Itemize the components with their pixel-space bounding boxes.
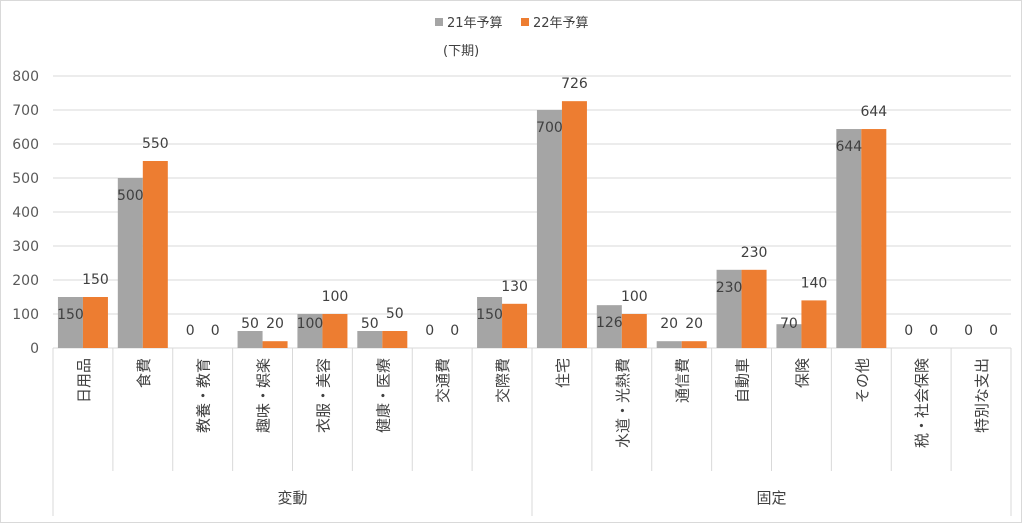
data-label-22: 20 — [685, 316, 703, 332]
data-label-22: 140 — [801, 275, 828, 291]
bar-21 — [297, 314, 323, 348]
data-label-21: 0 — [964, 323, 973, 339]
bar-22 — [382, 331, 408, 348]
bar-21 — [357, 331, 383, 348]
category-label: 交通費 — [434, 358, 452, 403]
data-label-22: 100 — [621, 289, 648, 305]
data-label-22: 0 — [450, 323, 459, 339]
bar-21 — [656, 341, 682, 348]
bar-21 — [237, 331, 263, 348]
data-label-21: 500 — [117, 188, 144, 204]
bar-21 — [776, 324, 802, 348]
data-label-21: 150 — [57, 307, 84, 323]
y-tick-label: 0 — [30, 341, 39, 357]
data-label-21: 150 — [476, 307, 503, 323]
group-label: 固定 — [756, 489, 786, 507]
y-tick-label: 400 — [12, 205, 39, 221]
category-label: 趣味・娯楽 — [255, 358, 273, 433]
y-tick-label: 500 — [12, 171, 39, 187]
bar-21 — [117, 178, 143, 348]
bars — [57, 101, 887, 348]
bar-22 — [801, 300, 827, 348]
category-label: 特別な支出 — [973, 358, 991, 433]
bar-21 — [596, 305, 622, 348]
data-label-21: 100 — [297, 316, 324, 332]
y-tick-label: 100 — [12, 307, 39, 323]
category-axis: 日用品 食費 教養・教育 趣味・娯楽 衣服・美容 健康・医療 交通費 交際費 住宅 水道・光熱費 通… — [52, 348, 1012, 516]
category-label: 教養・教育 — [195, 358, 213, 433]
bar-21 — [57, 297, 83, 348]
legend: 21年予算 22年予算 (下期) — [435, 16, 589, 59]
bar-22 — [322, 314, 348, 348]
data-label-22: 100 — [322, 289, 349, 305]
data-label-21: 0 — [904, 323, 913, 339]
y-tick-label: 200 — [12, 273, 39, 289]
data-label-21: 700 — [536, 120, 563, 136]
category-label: 日用品 — [75, 358, 93, 403]
y-tick-label: 800 — [12, 69, 39, 85]
data-label-21: 0 — [186, 323, 195, 339]
bar-22 — [861, 129, 887, 348]
data-label-21: 50 — [361, 316, 379, 332]
category-label: 自動車 — [734, 358, 752, 403]
y-axis-ticks: 0 100 200 300 400 500 600 700 800 — [12, 69, 39, 357]
y-tick-label: 300 — [12, 239, 39, 255]
data-label-21: 644 — [835, 139, 862, 155]
data-label-22: 20 — [266, 316, 284, 332]
data-label-21: 70 — [780, 316, 798, 332]
data-label-22: 550 — [142, 136, 169, 152]
data-label-22: 150 — [82, 272, 109, 288]
bar-22 — [681, 341, 707, 348]
bar-22 — [262, 341, 288, 348]
legend-label-21: 21年予算 — [447, 16, 503, 31]
data-label-21: 50 — [241, 316, 259, 332]
category-label: 衣服・美容 — [314, 358, 332, 433]
bar-22 — [142, 161, 168, 348]
bar-22 — [502, 303, 528, 348]
legend-swatch-21 — [435, 18, 443, 26]
data-label-22: 50 — [386, 306, 404, 322]
data-label-21: 126 — [596, 315, 623, 331]
category-label: 保険 — [793, 358, 811, 388]
bar-22 — [82, 297, 108, 348]
category-label: 食費 — [135, 358, 153, 388]
bar-21 — [477, 297, 503, 348]
legend-label-22: 22年予算 — [533, 16, 589, 31]
bar-22 — [561, 101, 587, 348]
data-label-22: 726 — [561, 76, 588, 92]
data-label-22: 0 — [989, 323, 998, 339]
category-label: 健康・医療 — [374, 358, 392, 433]
category-label: 住宅 — [554, 358, 572, 388]
y-tick-label: 700 — [12, 103, 39, 119]
bar-21 — [836, 129, 862, 348]
bar-21 — [716, 269, 742, 348]
data-label-21: 230 — [716, 280, 743, 296]
bar-22 — [741, 269, 767, 348]
data-label-22: 130 — [501, 279, 528, 295]
legend-swatch-22 — [521, 18, 529, 26]
category-label: 税・社会保険 — [913, 358, 931, 448]
data-label-21: 0 — [425, 323, 434, 339]
data-label-21: 20 — [660, 316, 678, 332]
bar-22 — [621, 314, 647, 348]
y-tick-label: 600 — [12, 137, 39, 153]
chart-subtitle: (下期) — [443, 44, 479, 59]
data-label-22: 0 — [929, 323, 938, 339]
data-label-22: 644 — [860, 104, 887, 120]
category-label: 水道・光熱費 — [614, 358, 632, 448]
category-label: 交際費 — [494, 358, 512, 403]
data-label-22: 0 — [211, 323, 220, 339]
category-label: その他 — [853, 358, 871, 403]
group-label: 変動 — [277, 489, 307, 507]
data-label-22: 230 — [741, 245, 768, 261]
category-label: 通信費 — [674, 358, 692, 403]
bar-21 — [536, 110, 562, 348]
